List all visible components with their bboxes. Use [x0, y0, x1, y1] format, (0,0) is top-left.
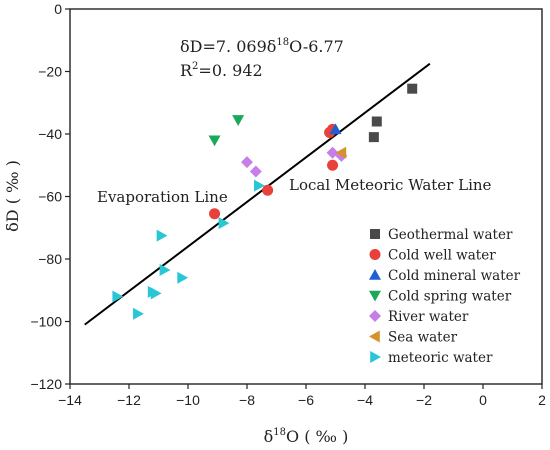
data-point	[254, 179, 265, 192]
data-point	[249, 165, 262, 178]
y-axis-title: δD ( ‰ )	[3, 160, 22, 232]
legend-marker	[369, 310, 381, 322]
data-point	[335, 146, 347, 159]
data-point	[209, 208, 221, 220]
data-point	[371, 116, 382, 127]
legend-label: Cold well water	[388, 248, 496, 264]
data-point	[232, 115, 245, 126]
data-point	[218, 217, 230, 230]
x-tick-label: −10	[176, 392, 200, 408]
data-point	[329, 123, 342, 135]
y-tick-label: −100	[30, 314, 62, 330]
x-tick-label: −4	[357, 392, 373, 408]
data-point	[208, 135, 221, 147]
data-point	[407, 83, 418, 94]
meteoric-water-line-label: Local Meteoric Water Line	[289, 176, 492, 194]
y-tick-label: −20	[38, 64, 62, 80]
x-tick-label: −6	[298, 392, 314, 408]
y-axis: 0 −20 −40 −60 −80 −100 −120	[30, 1, 70, 392]
x-tick-label: −12	[117, 392, 141, 408]
y-tick-label: −40	[38, 126, 62, 142]
legend-label: meteoric water	[388, 350, 493, 366]
x-tick-label: −14	[58, 392, 82, 408]
data-point	[150, 287, 162, 300]
legend-marker	[369, 269, 381, 280]
regression-line-group	[84, 62, 431, 326]
legend-label: Geothermal water	[388, 227, 513, 243]
r-squared-label: R2=0. 942	[180, 61, 263, 80]
legend-marker	[369, 249, 381, 260]
x-tick-label: 2	[538, 392, 546, 408]
data-point	[133, 307, 144, 320]
legend-marker	[370, 229, 380, 239]
x-axis: −14 −12 −10 −8 −6 −4 −2 0 2	[58, 384, 546, 408]
regression-equation: δD=7. 069δ18O-6.77	[180, 37, 344, 56]
legend-marker	[370, 351, 381, 363]
data-point	[368, 132, 379, 143]
data-point	[159, 263, 171, 276]
legend-label: Cold spring water	[388, 289, 512, 305]
legend-marker	[369, 290, 381, 302]
x-axis-title: δ18O ( ‰ )	[264, 427, 349, 446]
x-tick-label: −8	[239, 392, 255, 408]
legend-label: Sea water	[388, 330, 458, 346]
data-point	[262, 184, 274, 196]
legend-marker	[369, 330, 380, 343]
legend-label: Cold mineral water	[388, 268, 521, 284]
data-point	[327, 159, 339, 171]
y-tick-label: 0	[54, 1, 62, 17]
regression-line	[84, 62, 431, 326]
legend: Geothermal water Cold well water Cold mine…	[369, 227, 521, 366]
data-point	[241, 156, 253, 169]
x-tick-label: −2	[416, 392, 432, 408]
y-tick-label: −60	[38, 189, 62, 205]
evaporation-line-label: Evaporation Line	[97, 188, 228, 206]
legend-label: River water	[388, 309, 469, 325]
y-tick-label: −120	[30, 376, 62, 392]
data-point	[177, 271, 189, 284]
data-point	[156, 229, 168, 242]
data-points	[112, 83, 418, 320]
x-tick-label: 0	[479, 392, 487, 408]
y-tick-label: −80	[38, 251, 62, 267]
data-point	[112, 290, 124, 303]
